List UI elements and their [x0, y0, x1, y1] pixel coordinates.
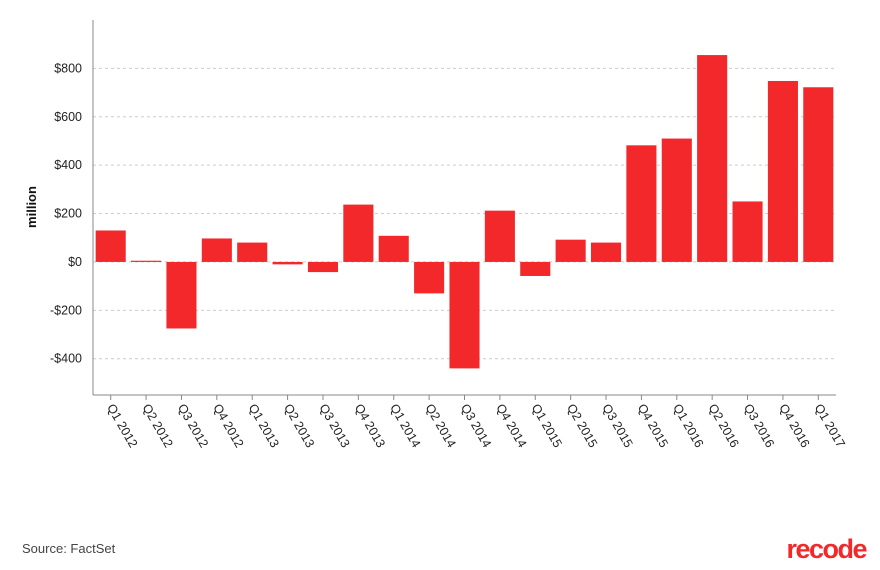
y-tick-label: $600 [54, 110, 82, 124]
bar [555, 239, 586, 262]
x-tick-label: Q2 2015 [564, 402, 600, 451]
x-tick-label: Q4 2013 [352, 402, 388, 451]
x-tick-label: Q4 2014 [493, 402, 529, 451]
x-tick-label: Q1 2016 [670, 402, 706, 451]
y-tick-label: -$200 [50, 303, 82, 317]
bar [697, 55, 728, 262]
x-tick-label: Q2 2014 [423, 402, 459, 451]
bar [272, 261, 303, 265]
bar [95, 230, 126, 262]
source-note: Source: FactSet [22, 541, 116, 556]
bar [378, 235, 409, 262]
bar [343, 204, 374, 262]
bar [449, 261, 480, 369]
bar [237, 242, 268, 262]
x-tick-label: Q2 2012 [139, 402, 175, 451]
x-tick-label: Q1 2017 [812, 402, 848, 451]
x-tick-label: Q3 2012 [175, 402, 211, 451]
y-tick-label: $400 [54, 158, 82, 172]
bar [520, 261, 551, 276]
bar [767, 80, 798, 262]
y-tick-labels: -$400 -$200 $0 $200 $400 $600 $800 [50, 61, 82, 365]
bar [661, 138, 692, 262]
bar [414, 261, 445, 294]
x-tick-label: Q4 2016 [776, 402, 812, 451]
axes [92, 20, 836, 400]
bar [590, 242, 622, 262]
x-tick-label: Q1 2014 [387, 402, 423, 451]
bar [484, 210, 515, 262]
y-tick-label: $800 [54, 61, 82, 75]
bar [131, 260, 162, 262]
x-tick-label: Q3 2014 [458, 402, 494, 451]
bar [803, 87, 834, 262]
x-tick-label: Q3 2015 [599, 402, 635, 451]
y-tick-label: $0 [68, 255, 82, 269]
recode-logo: recode [786, 534, 867, 564]
x-tick-label: Q4 2015 [635, 402, 671, 451]
bar [732, 201, 763, 262]
bar [307, 261, 339, 273]
x-tick-label: Q1 2012 [104, 402, 140, 451]
x-tick-label: Q2 2016 [706, 402, 742, 451]
bar [201, 238, 232, 262]
y-tick-label: -$400 [50, 352, 82, 366]
x-tick-label: Q3 2016 [741, 402, 777, 451]
bar [166, 261, 197, 329]
x-tick-label: Q3 2013 [316, 402, 352, 451]
bars [95, 55, 834, 369]
x-tick-label: Q1 2015 [529, 402, 565, 451]
y-tick-label: $200 [54, 207, 82, 221]
x-tick-label: Q1 2013 [246, 402, 282, 451]
bar [626, 145, 657, 262]
x-tick-label: Q2 2013 [281, 402, 317, 451]
x-tick-labels: Q1 2012 Q2 2012 Q3 2012 Q4 2012 Q1 2013 Q2 20… [104, 402, 848, 451]
y-axis-label: million [24, 186, 39, 228]
x-tick-label: Q4 2012 [210, 402, 246, 451]
